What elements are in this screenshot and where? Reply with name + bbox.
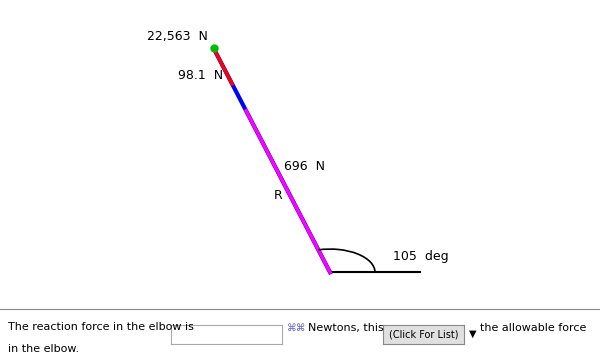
Text: 22,563  N: 22,563 N — [146, 31, 208, 43]
Text: (Click For List): (Click For List) — [389, 329, 458, 340]
Text: 105  deg: 105 deg — [393, 250, 449, 263]
Text: R: R — [274, 189, 283, 202]
Text: ⌘⌘: ⌘⌘ — [287, 323, 307, 333]
Text: 696  N: 696 N — [284, 159, 325, 173]
Text: Newtons, this: Newtons, this — [308, 323, 383, 333]
Text: 98.1  N: 98.1 N — [178, 69, 223, 82]
Text: ▼: ▼ — [469, 329, 477, 339]
Text: in the elbow.: in the elbow. — [8, 344, 79, 354]
Text: the allowable force: the allowable force — [480, 323, 586, 333]
Text: The reaction force in the elbow is: The reaction force in the elbow is — [8, 322, 194, 332]
